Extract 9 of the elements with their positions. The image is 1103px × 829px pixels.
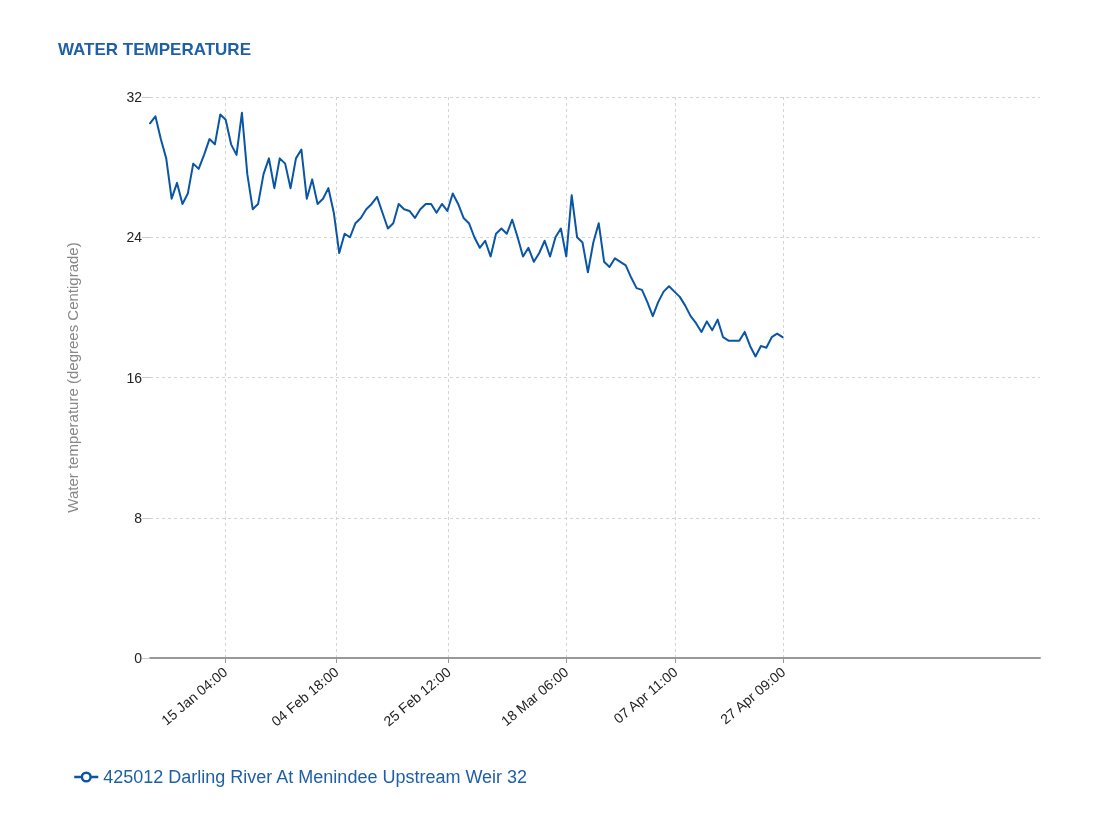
line-series <box>149 111 784 358</box>
legend-label: 425012 Darling River At Menindee Upstream Weir 32 <box>103 767 528 787</box>
y-tick-label: 24 <box>126 229 143 246</box>
y-tick-label: 16 <box>126 369 143 386</box>
chart-title: WATER TEMPERATURE <box>58 40 251 59</box>
y-tick-label: 0 <box>134 650 143 666</box>
y-tick-label: 8 <box>134 509 143 526</box>
y-axis-title: Water temperature (degrees Centigrade) <box>64 242 81 513</box>
y-tick-label: 32 <box>126 89 143 105</box>
